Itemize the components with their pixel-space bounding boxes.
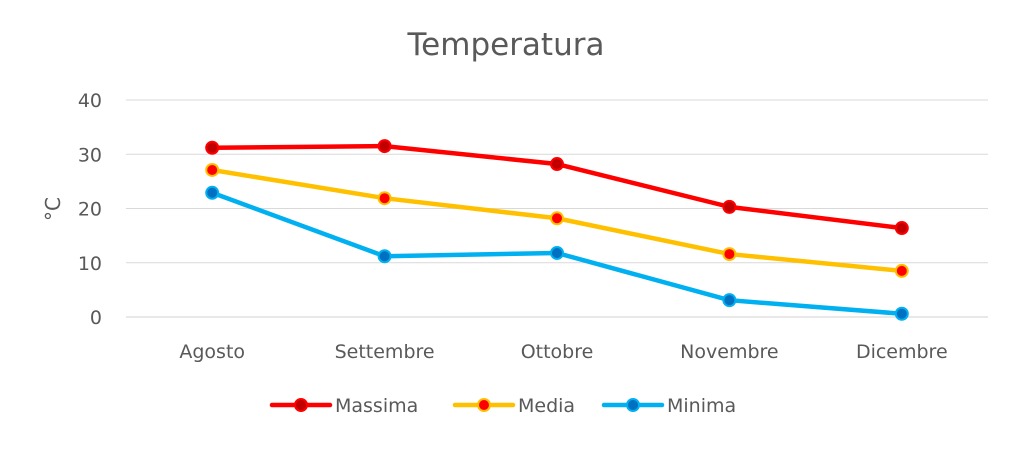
series-media [205,162,909,278]
data-point [722,293,737,308]
legend-marker [626,398,640,412]
y-tick-label: 40 [78,90,102,112]
series-minima [205,185,909,321]
data-point [205,140,220,155]
legend-label: Media [518,395,575,417]
data-point [550,211,564,226]
data-point [894,306,909,321]
data-point [205,162,220,177]
data-point [550,157,564,172]
data-point [205,185,220,200]
legend-item-media: Media [452,395,575,417]
legend-item-minima: Minima [601,395,736,417]
data-point [377,191,392,206]
legend-marker [477,398,491,412]
legend-marker [294,398,308,412]
data-point [377,139,392,154]
y-tick-label: 20 [78,199,102,221]
legend-label: Minima [667,395,736,417]
x-tick-label: Ottobre [521,341,594,363]
y-tick-label: 0 [90,307,102,329]
data-point [377,249,392,264]
y-axis-label: °C [41,197,65,221]
y-tick-label: 10 [78,253,102,275]
legend-label: Massima [335,395,418,417]
legend-item-massima: Massima [269,395,418,417]
x-tick-label: Settembre [335,341,435,363]
x-tick-label: Dicembre [856,341,948,363]
y-tick-label: 30 [78,144,102,166]
data-point [894,263,909,278]
data-point [722,247,737,262]
data-point [722,199,737,214]
data-point [550,245,564,260]
series-massima [205,139,909,236]
x-tick-label: Novembre [680,341,778,363]
data-point [894,221,909,236]
x-tick-label: Agosto [179,341,245,363]
chart-title: Temperatura [407,27,605,63]
